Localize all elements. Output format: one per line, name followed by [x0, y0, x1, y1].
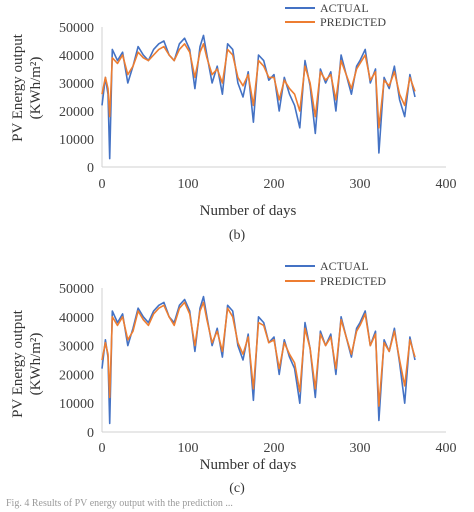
series-line-predicted [101, 42, 416, 129]
chart-c: PV Energy output (KWh/m²) 0 10000 20000 300… [10, 259, 457, 473]
x-tick-label: 400 [436, 441, 457, 456]
y-tick-label: 30000 [59, 340, 94, 355]
y-tick-label: 10000 [59, 397, 94, 412]
x-tick-label: 300 [350, 177, 371, 192]
y-tick-label: 20000 [59, 368, 94, 383]
chart-b: PV Energy output (KWh/m²) 0 10000 20000 300… [10, 1, 457, 219]
x-tick-label: 100 [178, 177, 199, 192]
y-tick-label: 10000 [59, 133, 94, 148]
y-tick-label: 40000 [59, 49, 94, 64]
y-tick-label: 0 [87, 161, 94, 176]
y-tick-label: 50000 [59, 21, 94, 36]
x-tick-labels: 0 100 200 300 400 [99, 177, 457, 192]
series-line-actual [101, 295, 416, 425]
y-tick-label: 40000 [59, 311, 94, 326]
figure-caption: Fig. 4 Results of PV energy output with … [6, 498, 233, 509]
x-tick-labels: 0 100 200 300 400 [99, 441, 457, 456]
x-tick-label: 400 [436, 177, 457, 192]
x-tick-label: 0 [99, 177, 106, 192]
x-tick-label: 0 [99, 441, 106, 456]
y-axis-title-line1: PV Energy output [10, 33, 26, 142]
x-axis-title: Number of days [200, 203, 297, 219]
y-axis-title-line2: (KWh/m²) [28, 333, 44, 396]
y-tick-label: 30000 [59, 77, 94, 92]
y-tick-label: 20000 [59, 105, 94, 120]
x-tick-label: 100 [178, 441, 199, 456]
legend-label-actual: ACTUAL [320, 1, 369, 15]
legend-label-predicted: PREDICTED [320, 274, 386, 288]
y-tick-labels: 0 10000 20000 30000 40000 50000 [59, 282, 94, 441]
series-lines [101, 295, 416, 425]
y-axis-title-line1: PV Energy output [10, 309, 26, 418]
legend-label-predicted: PREDICTED [320, 15, 386, 29]
x-tick-label: 200 [264, 441, 285, 456]
series-line-predicted [101, 301, 416, 407]
panel-label-c: (c) [229, 481, 245, 496]
y-tick-label: 50000 [59, 282, 94, 297]
y-tick-labels: 0 10000 20000 30000 40000 50000 [59, 21, 94, 176]
x-axis-title: Number of days [200, 457, 297, 473]
x-tick-label: 300 [350, 441, 371, 456]
legend-label-actual: ACTUAL [320, 259, 369, 273]
panel-label-b: (b) [228, 228, 246, 243]
y-axis-title: PV Energy output (KWh/m²) [10, 33, 44, 142]
y-axis-title-line2: (KWh/m²) [28, 57, 44, 120]
y-tick-label: 0 [87, 426, 94, 441]
series-line-actual [101, 34, 416, 160]
x-tick-label: 200 [264, 177, 285, 192]
y-axis-title: PV Energy output (KWh/m²) [10, 309, 44, 418]
series-lines [101, 34, 416, 160]
